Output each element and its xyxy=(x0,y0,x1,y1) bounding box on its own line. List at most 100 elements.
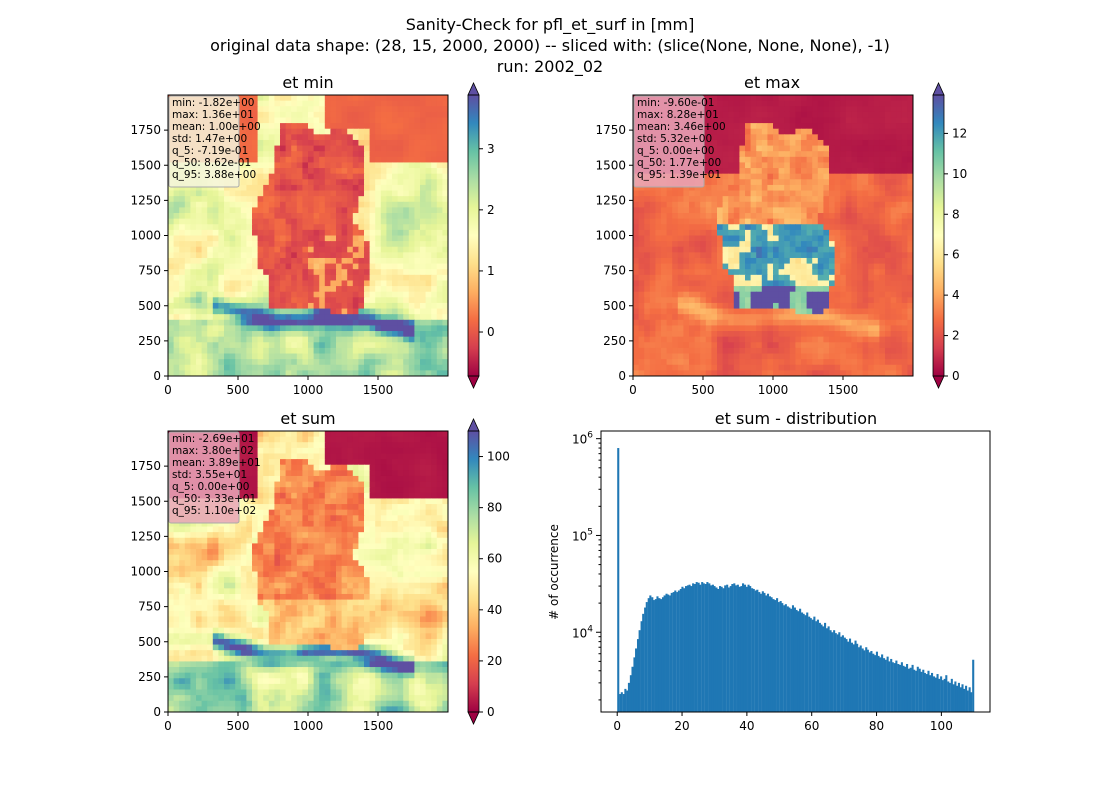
heatmap-cell xyxy=(347,247,353,253)
heatmap-cell xyxy=(325,179,331,185)
heatmap-cell xyxy=(762,337,768,343)
heatmap-cell xyxy=(336,196,342,202)
heatmap-cell xyxy=(784,168,790,174)
heatmap-cell xyxy=(734,157,740,163)
heatmap-cell xyxy=(409,275,415,281)
heatmap-cell xyxy=(431,146,437,152)
heatmap-cell xyxy=(403,269,409,275)
heatmap-cell xyxy=(213,236,219,242)
heatmap-cell xyxy=(879,191,885,197)
heatmap-cell xyxy=(431,134,437,140)
heatmap-cell xyxy=(902,191,908,197)
heatmap-cell xyxy=(739,247,745,253)
heatmap-cell xyxy=(426,269,432,275)
heatmap-cell xyxy=(739,224,745,230)
heatmap-cell xyxy=(812,331,818,337)
heatmap-cell xyxy=(325,303,331,309)
heatmap-cell xyxy=(879,258,885,264)
heatmap-cell xyxy=(711,292,717,298)
heatmap-cell xyxy=(330,202,336,208)
heatmap-cell xyxy=(896,174,902,180)
heatmap-cell xyxy=(891,106,897,112)
heatmap-cell xyxy=(672,241,678,247)
y-tick-label: 1500 xyxy=(130,158,161,172)
heatmap-cell xyxy=(650,191,656,197)
heatmap-cell xyxy=(801,140,807,146)
heatmap-cell xyxy=(426,348,432,354)
heatmap-cell xyxy=(431,342,437,348)
heatmap-cell xyxy=(347,337,353,343)
heatmap-cell xyxy=(392,157,398,163)
heatmap-cell xyxy=(280,146,286,152)
heatmap-cell xyxy=(683,325,689,331)
heatmap-cell xyxy=(342,325,348,331)
heatmap-cell xyxy=(678,236,684,242)
heatmap-cell xyxy=(773,230,779,236)
heatmap-cell xyxy=(224,348,230,354)
heatmap-cell xyxy=(812,252,818,258)
heatmap-cell xyxy=(756,230,762,236)
heatmap-cell xyxy=(336,236,342,242)
heatmap-cell xyxy=(795,280,801,286)
heatmap-cell xyxy=(426,196,432,202)
heatmap-cell xyxy=(291,207,297,213)
heatmap-cell xyxy=(258,354,264,360)
heatmap-cell xyxy=(196,342,202,348)
heatmap-cell xyxy=(773,112,779,118)
heatmap-cell xyxy=(644,207,650,213)
heatmap-cell xyxy=(375,157,381,163)
heatmap-cell xyxy=(723,230,729,236)
heatmap-cell xyxy=(868,354,874,360)
heatmap-cell xyxy=(185,252,191,258)
heatmap-cell xyxy=(403,123,409,129)
heatmap-cell xyxy=(314,106,320,112)
heatmap-cell xyxy=(801,202,807,208)
heatmap-cell xyxy=(739,106,745,112)
heatmap-cell xyxy=(784,230,790,236)
heatmap-cell xyxy=(879,359,885,365)
heatmap-cell xyxy=(840,95,846,101)
heatmap-cell xyxy=(812,106,818,112)
heatmap-cell xyxy=(896,247,902,253)
heatmap-cell xyxy=(168,331,174,337)
heatmap-cell xyxy=(846,320,852,326)
heatmap-cell xyxy=(185,258,191,264)
heatmap-cell xyxy=(314,252,320,258)
heatmap-cell xyxy=(353,134,359,140)
heatmap-cell xyxy=(823,297,829,303)
heatmap-cell xyxy=(807,297,813,303)
heatmap-cell xyxy=(437,331,443,337)
heatmap-cell xyxy=(403,140,409,146)
heatmap-cell xyxy=(879,280,885,286)
heatmap-cell xyxy=(403,112,409,118)
heatmap-cell xyxy=(174,348,180,354)
heatmap-cell xyxy=(639,337,645,343)
heatmap-cell xyxy=(358,309,364,315)
heatmap-cell xyxy=(325,280,331,286)
heatmap-cell xyxy=(678,354,684,360)
heatmap-cell xyxy=(314,101,320,107)
heatmap-cell xyxy=(863,258,869,264)
heatmap-cell xyxy=(174,247,180,253)
heatmap-cell xyxy=(728,168,734,174)
heatmap-cell xyxy=(773,309,779,315)
heatmap-cell xyxy=(801,337,807,343)
heatmap-cell xyxy=(840,207,846,213)
heatmap-cell xyxy=(818,303,824,309)
heatmap-cell xyxy=(263,342,269,348)
heatmap-cell xyxy=(846,342,852,348)
heatmap-cell xyxy=(319,359,325,365)
heatmap-cell xyxy=(745,224,751,230)
heatmap-cell xyxy=(409,342,415,348)
heatmap-cell xyxy=(246,309,252,315)
heatmap-cell xyxy=(717,342,723,348)
heatmap-cell xyxy=(314,219,320,225)
heatmap-cell xyxy=(896,196,902,202)
heatmap-cell xyxy=(403,179,409,185)
heatmap-cell xyxy=(414,162,420,168)
heatmap-cell xyxy=(291,258,297,264)
heatmap-cell xyxy=(795,112,801,118)
heatmap-cell xyxy=(756,252,762,258)
heatmap-cell xyxy=(269,117,275,123)
heatmap-cell xyxy=(891,151,897,157)
